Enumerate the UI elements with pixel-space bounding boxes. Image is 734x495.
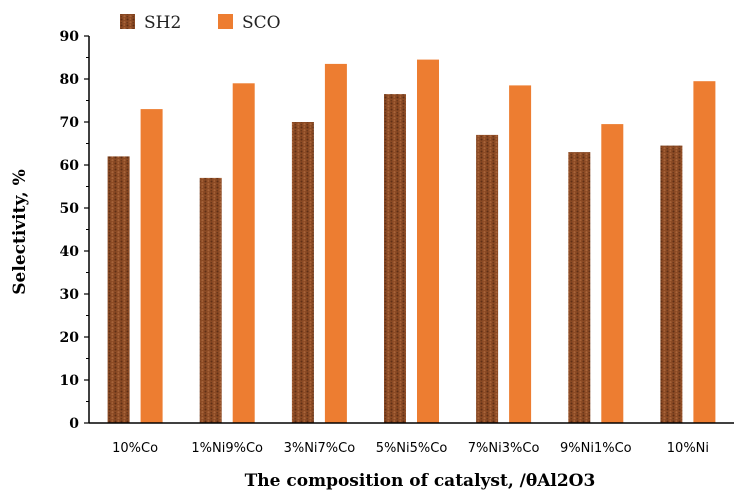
bar-sh2-4 — [384, 94, 406, 423]
y-tick-label: 0 — [69, 416, 79, 432]
legend-swatch-sh2 — [120, 14, 135, 29]
y-tick-label: 50 — [60, 201, 80, 217]
bar-sh2-6 — [568, 152, 591, 423]
bar-sco-7 — [693, 81, 716, 423]
bar-sh2-3 — [291, 122, 314, 423]
y-tick-label: 20 — [60, 330, 80, 346]
y-tick-label: 80 — [60, 72, 80, 88]
legend-label-sh2: SH2 — [144, 13, 181, 33]
x-tick-label: 10%Ni — [667, 441, 709, 456]
x-tick-label: 7%Ni3%Co — [468, 441, 540, 456]
bar-sco-4 — [417, 59, 439, 423]
legend: SH2 SCO — [120, 13, 281, 33]
y-axis: 0 10 20 30 40 50 60 70 80 90 — [60, 29, 90, 432]
x-tick-label: 9%Ni1%Co — [560, 441, 632, 456]
x-tick-label: 1%Ni9%Co — [191, 441, 263, 456]
y-axis-title: Selectivity, % — [10, 169, 30, 294]
x-tick-label: 5%Ni5%Co — [376, 441, 448, 456]
bar-sco-1 — [140, 109, 163, 423]
bar-sh2-5 — [476, 134, 499, 423]
bar-sco-5 — [509, 85, 532, 424]
bar-sco-2 — [232, 83, 255, 424]
bar-sh2-1 — [107, 156, 130, 423]
x-axis-title: The composition of catalyst, /θAl2O3 — [245, 471, 596, 491]
bar-sco-6 — [601, 124, 624, 423]
x-axis: 10%Co 1%Ni9%Co 3%Ni7%Co 5%Ni5%Co 7%Ni3%Co 9%N… — [89, 422, 734, 456]
y-tick-label: 90 — [60, 29, 80, 45]
y-tick-label: 40 — [60, 244, 80, 260]
y-tick-label: 70 — [60, 115, 80, 131]
y-tick-label: 60 — [60, 158, 80, 174]
x-tick-label: 10%Co — [112, 441, 158, 456]
y-tick-label: 30 — [60, 287, 80, 303]
legend-label-sco: SCO — [242, 13, 281, 33]
x-tick-label: 3%Ni7%Co — [284, 441, 356, 456]
bar-sh2-2 — [199, 177, 222, 423]
bar-sco-3 — [324, 63, 347, 424]
y-tick-label: 10 — [60, 373, 80, 389]
legend-swatch-sco — [218, 14, 233, 29]
bars — [107, 59, 716, 424]
bar-sh2-7 — [660, 145, 683, 423]
